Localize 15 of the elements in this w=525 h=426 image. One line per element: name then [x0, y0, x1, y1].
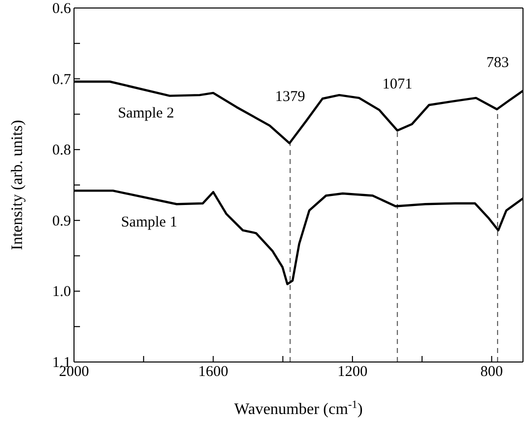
x-tick-label: 1200 — [337, 364, 368, 380]
series-label: Sample 2 — [118, 106, 174, 122]
y-tick-label: 0.9 — [52, 213, 71, 230]
x-axis-title: Wavenumber (cm$^{-1}$) — [234, 399, 363, 418]
x-tick-label: 1600 — [198, 364, 228, 380]
ref-line-label: 1071 — [382, 76, 412, 92]
series-label: Sample 1 — [120, 214, 178, 231]
y-tick-label: 1.0 — [52, 284, 71, 300]
y-tick-label: 0.6 — [52, 1, 72, 17]
x-tick-label: 800 — [480, 364, 503, 380]
y-tick-label: 0.7 — [52, 72, 72, 88]
ref-line-label: 1379 — [275, 89, 306, 106]
y-tick-label: 0.8 — [52, 142, 71, 159]
ref-line-label: 783 — [486, 55, 509, 72]
y-axis-title: Intensity (arb. units) — [9, 120, 26, 250]
